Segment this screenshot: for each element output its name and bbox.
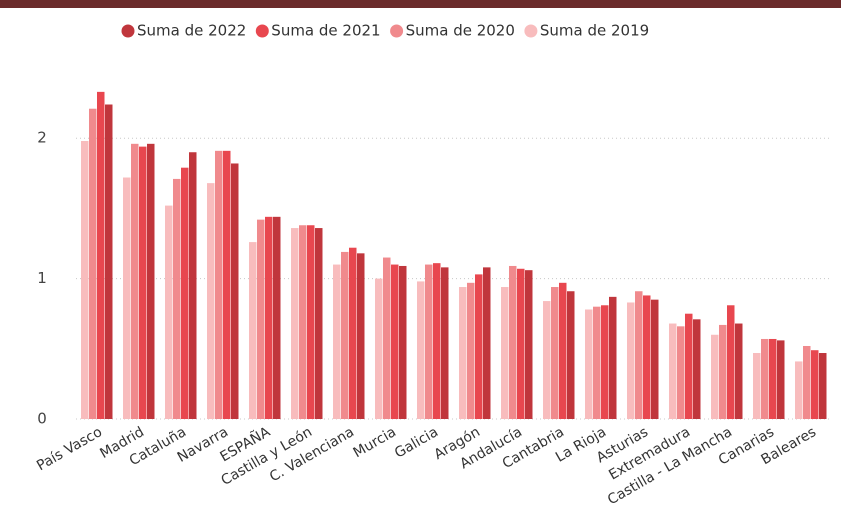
legend-label: Suma de 2020 — [406, 22, 515, 40]
bar — [819, 353, 827, 419]
bar — [417, 281, 425, 419]
bar — [139, 146, 147, 419]
legend-label: Suma de 2021 — [271, 22, 380, 40]
bar — [333, 264, 341, 419]
y-tick-label: 1 — [37, 269, 47, 287]
bar — [441, 267, 449, 419]
bar — [215, 150, 223, 419]
bar — [273, 216, 281, 419]
legend-marker — [390, 24, 404, 38]
bar — [753, 353, 761, 419]
bar — [231, 163, 239, 419]
bar — [501, 287, 509, 419]
bar — [711, 334, 719, 419]
legend-label: Suma de 2019 — [540, 22, 649, 40]
bar — [89, 108, 97, 419]
bar — [97, 91, 105, 420]
bar — [719, 324, 727, 419]
bar — [123, 177, 131, 419]
bar — [223, 150, 231, 419]
bar — [341, 251, 349, 419]
bar — [257, 219, 265, 419]
bar — [131, 143, 139, 420]
bar — [601, 305, 609, 419]
legend-marker — [121, 24, 135, 38]
bar — [105, 104, 113, 419]
bar — [727, 305, 735, 419]
bar — [475, 274, 483, 419]
bar — [349, 247, 357, 419]
bar — [165, 205, 173, 419]
bar — [383, 257, 391, 419]
bar — [635, 291, 643, 419]
bar — [795, 361, 803, 419]
bar — [567, 291, 575, 419]
x-tick-label: Murcia — [351, 424, 399, 461]
bar — [643, 295, 651, 419]
bar — [483, 267, 491, 419]
bar — [459, 287, 467, 419]
bar — [811, 350, 819, 419]
bar — [433, 263, 441, 419]
bar — [777, 340, 785, 419]
bar — [81, 141, 89, 419]
x-tick-label: Galicia — [392, 424, 441, 462]
bar — [543, 301, 551, 419]
bar — [399, 265, 407, 419]
bar — [315, 228, 323, 419]
bar — [693, 319, 701, 419]
y-tick-label: 2 — [37, 129, 47, 147]
bar — [173, 178, 181, 419]
bar — [803, 345, 811, 419]
bar — [525, 270, 533, 419]
bar — [147, 143, 155, 420]
x-tick-label: País Vasco — [34, 424, 105, 474]
bar — [551, 287, 559, 419]
bar — [609, 296, 617, 419]
top-bar — [0, 0, 841, 8]
bar — [375, 278, 383, 419]
legend-marker — [255, 24, 269, 38]
bar — [627, 302, 635, 419]
bar — [651, 299, 659, 419]
bar — [207, 183, 215, 419]
bar — [249, 242, 257, 419]
bar — [425, 264, 433, 419]
bar — [391, 264, 399, 419]
bar — [299, 225, 307, 419]
legend-marker — [524, 24, 538, 38]
bar — [509, 265, 517, 419]
bar — [467, 282, 475, 419]
bar — [559, 282, 567, 419]
bar — [291, 228, 299, 419]
bar — [181, 167, 189, 419]
bar — [357, 253, 365, 419]
y-tick-label: 0 — [37, 410, 47, 428]
bar — [265, 216, 273, 419]
bar — [735, 323, 743, 419]
bar — [585, 309, 593, 419]
bar — [593, 306, 601, 419]
legend-label: Suma de 2022 — [137, 22, 246, 40]
bar — [677, 326, 685, 419]
bar — [685, 313, 693, 419]
bar — [669, 323, 677, 419]
bar — [307, 225, 315, 419]
bar — [517, 268, 525, 419]
bar — [189, 152, 197, 420]
bar — [769, 338, 777, 419]
bar — [761, 338, 769, 419]
